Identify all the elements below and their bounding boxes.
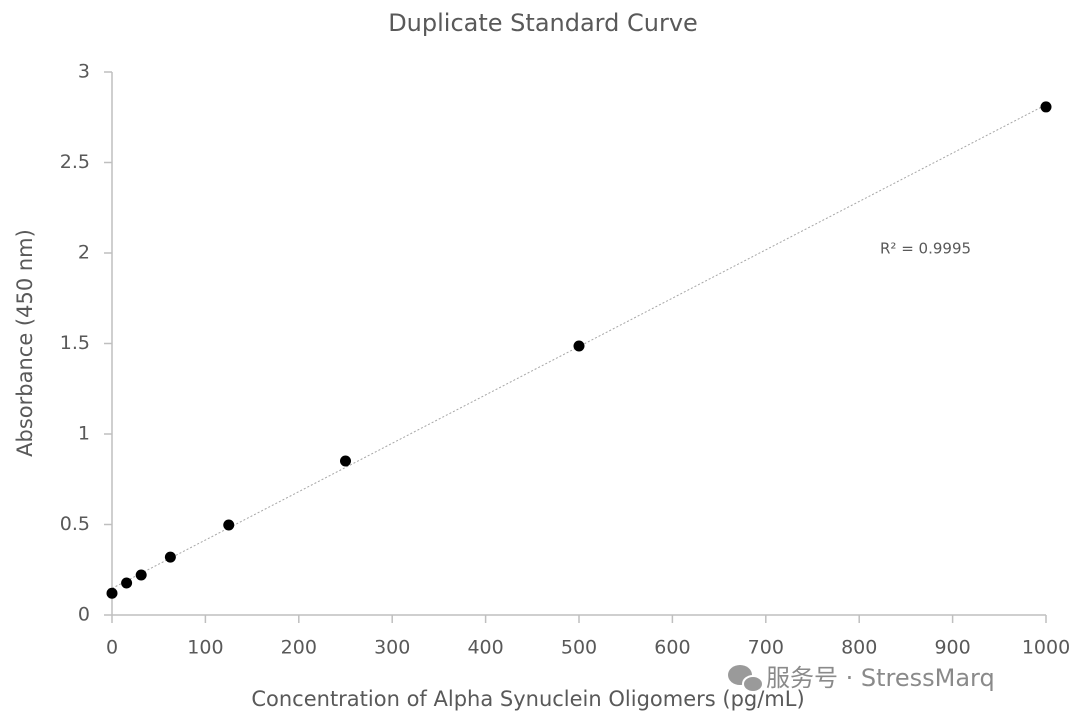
r-squared-annotation: R² = 0.9995 [880,240,971,258]
data-point [573,340,585,352]
data-point [106,587,118,599]
y-tick-label: 2.5 [60,151,90,173]
x-tick-label: 900 [934,637,970,659]
x-tick-label: 400 [467,637,503,659]
x-axis-label: Concentration of Alpha Synuclein Oligome… [251,687,804,711]
x-tick-label: 700 [748,637,784,659]
data-point [1040,101,1052,113]
data-point [340,455,351,467]
y-tick-label: 1.5 [60,332,90,354]
x-tick-label: 100 [187,637,223,659]
data-point [135,569,147,581]
watermark-icon [728,665,764,693]
y-tick-label: 1 [78,423,90,445]
data-point [121,577,133,589]
x-tick-label: 0 [106,637,118,659]
x-tick-label: 600 [654,637,690,659]
y-tick-label: 0 [78,604,90,626]
x-tick-label: 300 [374,637,410,659]
y-tick-label: 0.5 [60,513,90,535]
data-point [164,551,176,563]
y-tick-label: 2 [78,242,90,264]
y-tick-label: 3 [78,61,90,83]
x-tick-label: 500 [561,637,597,659]
watermark: 服务号 · StressMarq [766,664,995,692]
x-tick-label: 1000 [1022,637,1070,659]
y-axis-label: Absorbance (450 nm) [13,229,37,457]
x-tick-label: 200 [281,637,317,659]
chart-title: Duplicate Standard Curve [388,9,698,37]
x-tick-label: 800 [841,637,877,659]
data-point [223,519,235,531]
